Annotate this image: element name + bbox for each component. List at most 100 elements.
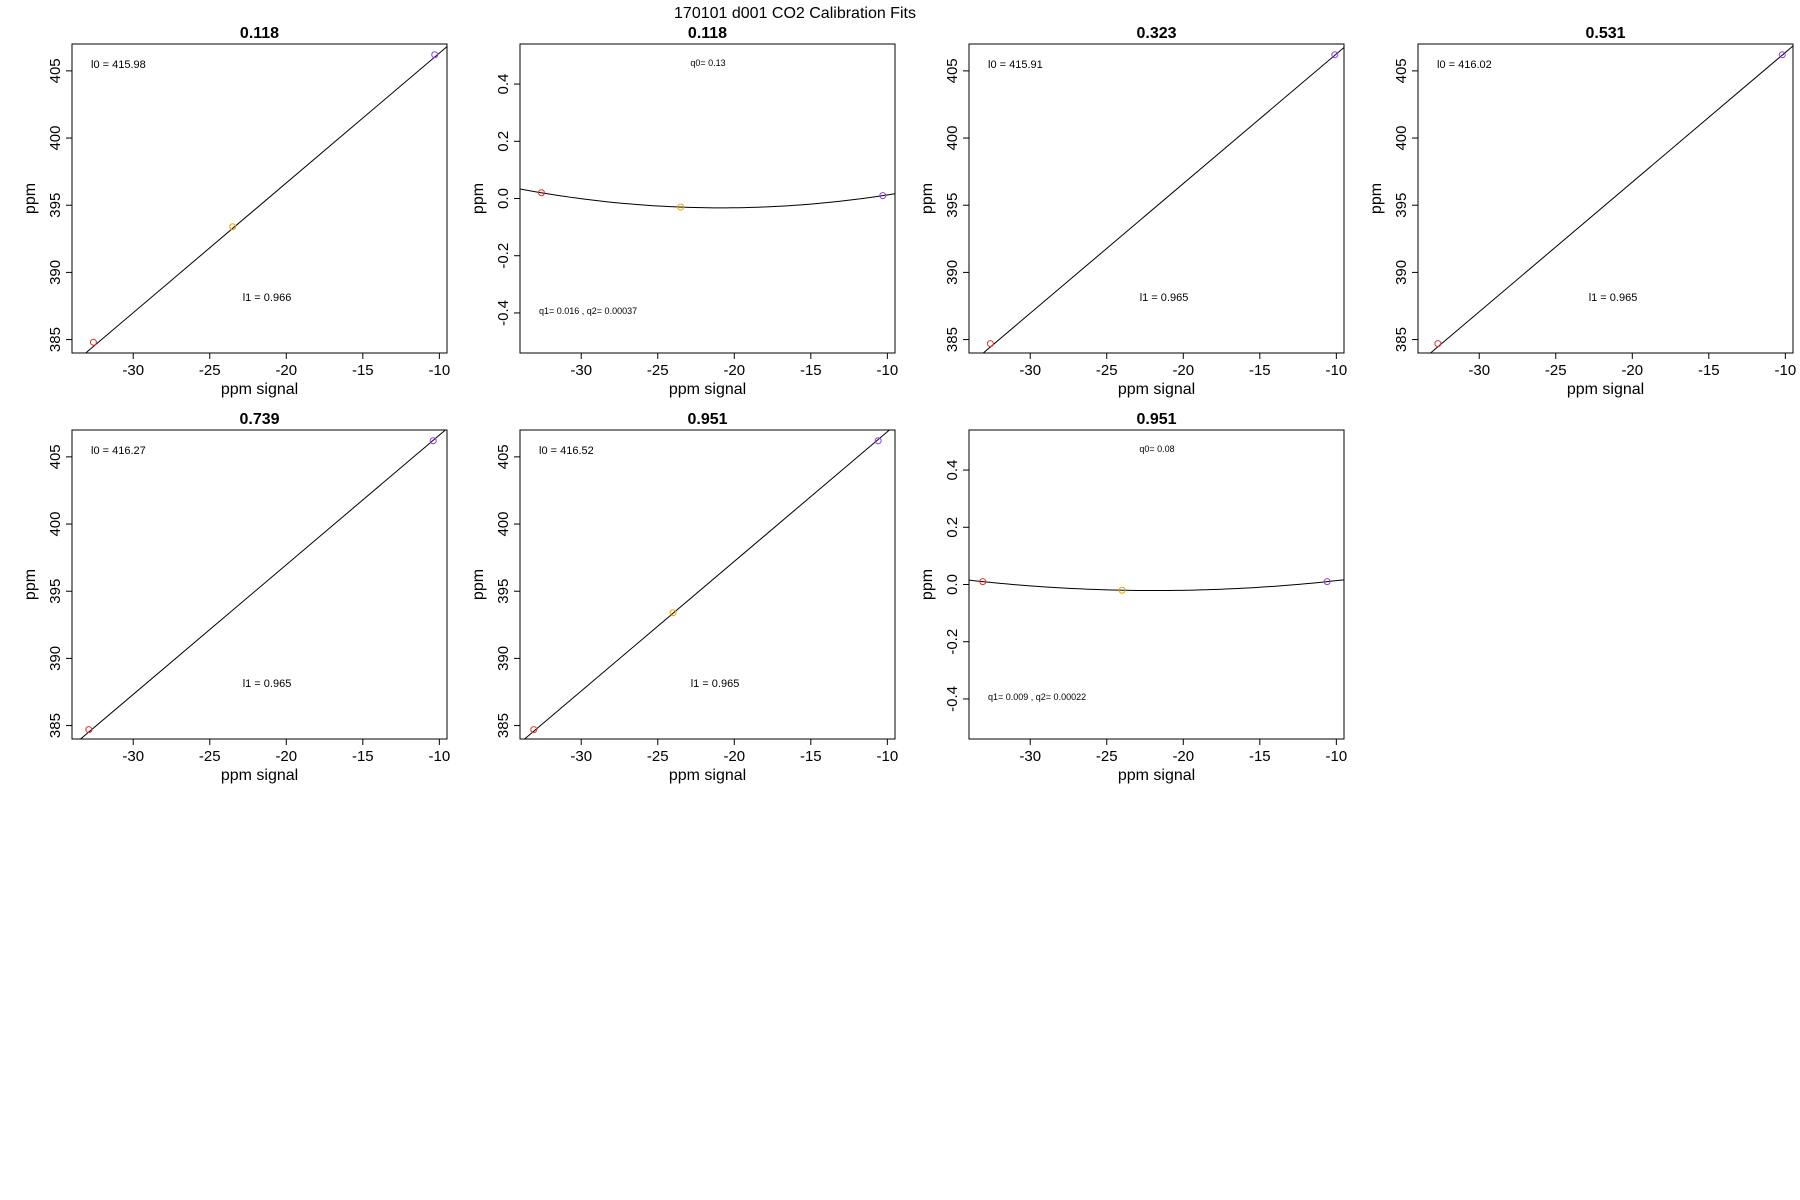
x-tick-label: -25 [1096, 362, 1118, 379]
data-point-3 [431, 51, 439, 59]
annotation-intercept: l0 = 416.27 [91, 445, 146, 457]
plot-area [1417, 43, 1794, 354]
data-point-1 [89, 338, 97, 346]
annotation-slope: l1 = 0.965 [1140, 292, 1189, 304]
y-tick-label: 0.4 [944, 460, 961, 481]
y-tick-label: 395 [1393, 193, 1410, 218]
y-tick-label: 0.0 [495, 188, 512, 209]
y-tick-label: 385 [944, 327, 961, 352]
fit-line [1429, 45, 1793, 353]
x-tick-label: -30 [1468, 362, 1490, 379]
chart-panel-4: 0.531 -30 -25 -20 -15 -10 ppm signal 385 390 395 4… [1368, 25, 1796, 398]
y-tick-label: 390 [944, 260, 961, 285]
plot-area [71, 429, 448, 740]
x-tick-label: -30 [1019, 362, 1041, 379]
data-point-2 [669, 609, 677, 617]
data-point-2 [1118, 586, 1126, 594]
plot-area [71, 43, 448, 354]
data-point-1 [537, 189, 545, 197]
y-tick-label: 0.0 [944, 574, 961, 595]
y-tick-label: 390 [1393, 260, 1410, 285]
annotation-q0: q0= 0.08 [1139, 444, 1174, 454]
panel-title: 0.323 [1136, 25, 1176, 42]
x-tick-label: -15 [1249, 362, 1271, 379]
y-tick-label: 0.2 [944, 517, 961, 538]
x-tick-label: -25 [647, 362, 669, 379]
annotation-slope: l1 = 0.965 [691, 678, 740, 690]
data-point-1 [530, 726, 538, 734]
x-tick-label: -30 [570, 748, 592, 765]
x-axis-label: ppm signal [1567, 381, 1644, 398]
y-tick-label: 395 [47, 193, 64, 218]
annotation-q0: q0= 0.13 [690, 58, 725, 68]
annotation-intercept: l0 = 416.02 [1437, 59, 1492, 71]
data-point-1 [85, 726, 93, 734]
x-tick-label: -30 [570, 362, 592, 379]
x-tick-label: -20 [1172, 362, 1194, 379]
chart-panel-5: 0.739 -30 -25 -20 -15 -10 ppm signal 385 390 395 4… [22, 411, 450, 784]
y-tick-label: 385 [1393, 327, 1410, 352]
y-tick-label: 390 [47, 646, 64, 671]
y-tick-label: 400 [47, 512, 64, 537]
data-point-1 [986, 340, 994, 348]
x-tick-label: -10 [877, 362, 899, 379]
data-point-3 [1323, 578, 1331, 586]
y-axis-label: ppm [919, 183, 936, 214]
panel-title: 0.951 [1136, 411, 1176, 428]
y-tick-label: -0.4 [495, 300, 512, 326]
fit-line [523, 430, 891, 739]
y-tick-label: 395 [944, 193, 961, 218]
y-tick-label: 385 [495, 713, 512, 738]
annotation-intercept: l0 = 415.91 [988, 59, 1043, 71]
y-tick-label: 400 [944, 126, 961, 151]
y-tick-label: 385 [47, 327, 64, 352]
x-tick-label: -10 [1326, 362, 1348, 379]
x-tick-label: -20 [1621, 362, 1643, 379]
data-point-2 [1778, 51, 1786, 59]
data-point-2 [429, 437, 437, 445]
x-tick-label: -15 [800, 748, 822, 765]
x-tick-label: -20 [723, 362, 745, 379]
y-tick-label: 405 [1393, 58, 1410, 83]
x-tick-label: -15 [1249, 748, 1271, 765]
y-tick-label: 385 [47, 713, 64, 738]
x-axis-label: ppm signal [1118, 381, 1195, 398]
x-tick-label: -10 [1775, 362, 1797, 379]
y-tick-label: 395 [495, 579, 512, 604]
y-axis-label: ppm [22, 183, 39, 214]
x-axis-label: ppm signal [221, 381, 298, 398]
figure-title: 170101 d001 CO2 Calibration Fits [674, 5, 916, 22]
y-tick-label: -0.4 [944, 686, 961, 712]
x-tick-label: -20 [723, 748, 745, 765]
data-point-1 [979, 578, 987, 586]
x-tick-label: -10 [429, 362, 451, 379]
y-axis-label: ppm [919, 569, 936, 600]
x-axis-label: ppm signal [221, 767, 298, 784]
x-tick-label: -15 [800, 362, 822, 379]
y-tick-label: 405 [944, 58, 961, 83]
y-tick-label: 405 [47, 444, 64, 469]
chart-panel-7: 0.951 -30 -25 -20 -15 -10 ppm signal -0.4 -0.2 0.… [919, 411, 1347, 784]
x-tick-label: -10 [1326, 748, 1348, 765]
annotation-q1-q2: q1= 0.016 , q2= 0.00037 [539, 306, 637, 316]
x-tick-label: -15 [352, 362, 374, 379]
fit-line [84, 46, 447, 353]
annotation-slope: l1 = 0.965 [243, 678, 292, 690]
y-tick-label: 400 [47, 126, 64, 151]
fit-line [982, 47, 1344, 353]
chart-panel-1: 0.118 -30 -25 -20 -15 -10 ppm signal 385 390 395 4… [22, 25, 450, 398]
y-tick-label: 0.4 [495, 74, 512, 95]
plot-area [519, 429, 896, 740]
annotation-slope: l1 = 0.966 [243, 292, 292, 304]
fit-line [520, 188, 895, 209]
plot-area [968, 43, 1345, 354]
chart-panel-3: 0.323 -30 -25 -20 -15 -10 ppm signal 385 390 395 4… [919, 25, 1347, 398]
y-tick-label: 400 [1393, 126, 1410, 151]
x-tick-label: -25 [1096, 748, 1118, 765]
x-tick-label: -10 [877, 748, 899, 765]
x-tick-label: -25 [199, 748, 221, 765]
x-axis-label: ppm signal [1118, 767, 1195, 784]
y-tick-label: 0.2 [495, 131, 512, 152]
x-tick-label: -20 [1172, 748, 1194, 765]
